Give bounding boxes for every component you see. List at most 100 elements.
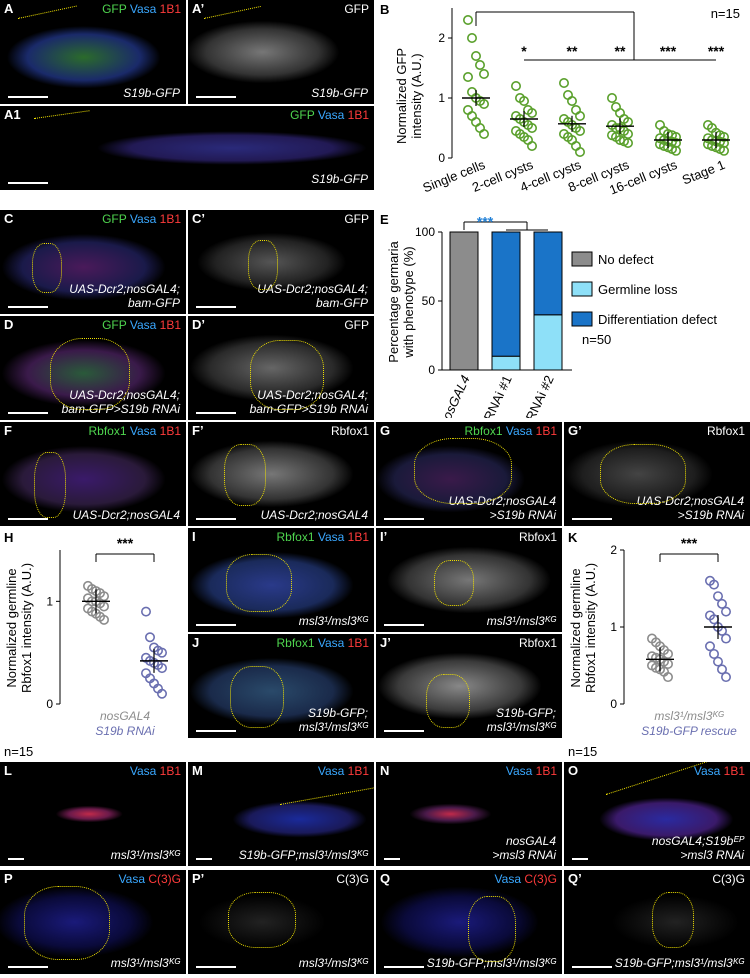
significance-label: *** [708,43,725,59]
channel-label: 1B1 [532,424,557,438]
germline-outline [468,896,516,962]
channel-labels: Vasa 1B1 [506,765,557,778]
panel-P-prime: P’ C(3)G msl3¹/msl3ᴷᴳ [188,870,374,974]
n-label: n=15 [711,6,740,21]
germline-outline [224,444,266,506]
genotype-caption: S19b-GFP;msl3¹/msl3ᴷᴳ [238,848,368,862]
data-point [479,69,490,80]
channel-labels: Rbfox1 Vasa 1B1 [88,425,181,438]
y-tick-label: 0 [610,697,617,711]
dotted-line [279,775,374,805]
channel-label: Vasa [505,764,533,778]
channel-label: 1B1 [344,764,369,778]
bar-segment [491,231,521,357]
y-tick-label: 2 [610,543,617,557]
data-point [475,123,486,134]
germline-outline [248,240,278,290]
channel-labels: Rbfox1 [519,531,557,544]
y-axis-label: Normalized germlineRbfox1 intensity (A.U… [568,563,598,693]
germline-outline [226,554,292,612]
genotype-caption: UAS-Dcr2;nosGAL4 [260,508,368,522]
channel-label: Vasa [314,108,345,122]
channel-label: Rbfox1 [518,636,557,650]
data-point [479,99,490,110]
significance-label: ** [615,43,626,59]
scale-bar [196,518,236,520]
channel-labels: GFP Vasa 1B1 [102,319,181,332]
panel-A1: A1 GFP Vasa 1B1 S19b-GFP [0,106,374,190]
channel-label: Vasa [502,424,533,438]
panel-Q-prime: Q’ C(3)G S19b-GFP;msl3¹/msl3ᴷᴳ [564,870,750,974]
panel-I: I Rbfox1 Vasa 1B1 msl3¹/msl3ᴷᴳ [188,528,374,632]
germline-outline [414,438,512,504]
germline-outline [34,452,66,518]
channel-label: 1B1 [720,764,745,778]
x-tick-label: S19b RNAi [95,724,155,738]
panel-letter: D [4,317,14,332]
data-point [527,141,538,152]
panel-O: O Vasa 1B1 nosGAL4;S19bᴱᴾ >msl3 RNAi [564,762,750,866]
channel-label: 1B1 [344,108,369,122]
panel-letter: F’ [192,423,204,438]
data-point [623,138,634,149]
channel-labels: Vasa 1B1 [318,765,369,778]
data-point [467,32,478,43]
data-point [709,579,720,590]
data-point [145,632,156,643]
scale-bar [384,624,424,626]
panel-letter: Q’ [568,871,582,886]
legend-label: Germline loss [598,282,678,297]
x-tick-label: RNAi #1 [481,373,515,418]
x-tick-label: msl3¹/msl3ᴷᴳ [654,709,724,723]
legend-label: No defect [598,252,654,267]
panel-A-prime: A’ GFP S19b-GFP [188,0,374,104]
data-point [157,647,168,658]
data-point [563,90,574,101]
data-point [717,598,728,609]
channel-labels: Rbfox1 Vasa 1B1 [464,425,557,438]
channel-label: Vasa [314,636,345,650]
panel-J: J Rbfox1 Vasa 1B1 S19b-GFP; msl3¹/msl3ᴷᴳ [188,634,374,738]
significance-label: ** [567,43,578,59]
panel-L: L Vasa 1B1 msl3¹/msl3ᴷᴳ [0,762,186,866]
dotted-line [203,5,261,19]
panel-D: D GFP Vasa 1B1 UAS-Dcr2;nosGAL4; bam-GFP>S… [0,316,186,420]
channel-label: GFP [344,318,369,332]
panel-letter: D’ [192,317,205,332]
scale-bar [572,966,612,968]
genotype-caption: UAS-Dcr2;nosGAL4; bam-GFP [69,282,180,310]
panel-F-prime: F’ Rbfox1 UAS-Dcr2;nosGAL4 [188,422,374,526]
data-point [709,648,720,659]
n-label: n=50 [582,332,611,347]
channel-label: GFP [102,2,127,16]
data-point [717,664,728,675]
data-point [611,102,622,113]
data-point [575,111,586,122]
channel-label: Vasa [693,764,721,778]
dotted-line [17,5,77,19]
bar-segment [533,231,563,316]
genotype-caption: msl3¹/msl3ᴷᴳ [298,956,368,970]
genotype-caption: S19b-GFP; msl3¹/msl3ᴷᴳ [298,706,368,734]
scale-bar [8,858,24,860]
y-tick-label: 0 [428,363,435,377]
data-point [479,129,490,140]
data-point [718,145,729,156]
panel-C-prime: C’ GFP UAS-Dcr2;nosGAL4; bam-GFP [188,210,374,314]
data-point [467,87,478,98]
channel-labels: Rbfox1 [707,425,745,438]
scale-bar [196,96,236,98]
panel-letter: C’ [192,211,205,226]
scale-bar [384,730,424,732]
channel-label: GFP [102,212,127,226]
panel-letter: G’ [568,423,582,438]
scale-bar [572,858,588,860]
n-label: n=15 [568,744,597,759]
channel-label: Vasa [314,530,345,544]
data-point [654,120,665,131]
panel-letter: A [4,1,14,16]
panel-letter: Q [380,871,391,886]
significance-label: *** [117,535,134,551]
y-tick-label: 1 [46,594,53,608]
y-axis-label: Normalized GFPintensity (A.U.) [394,48,424,144]
